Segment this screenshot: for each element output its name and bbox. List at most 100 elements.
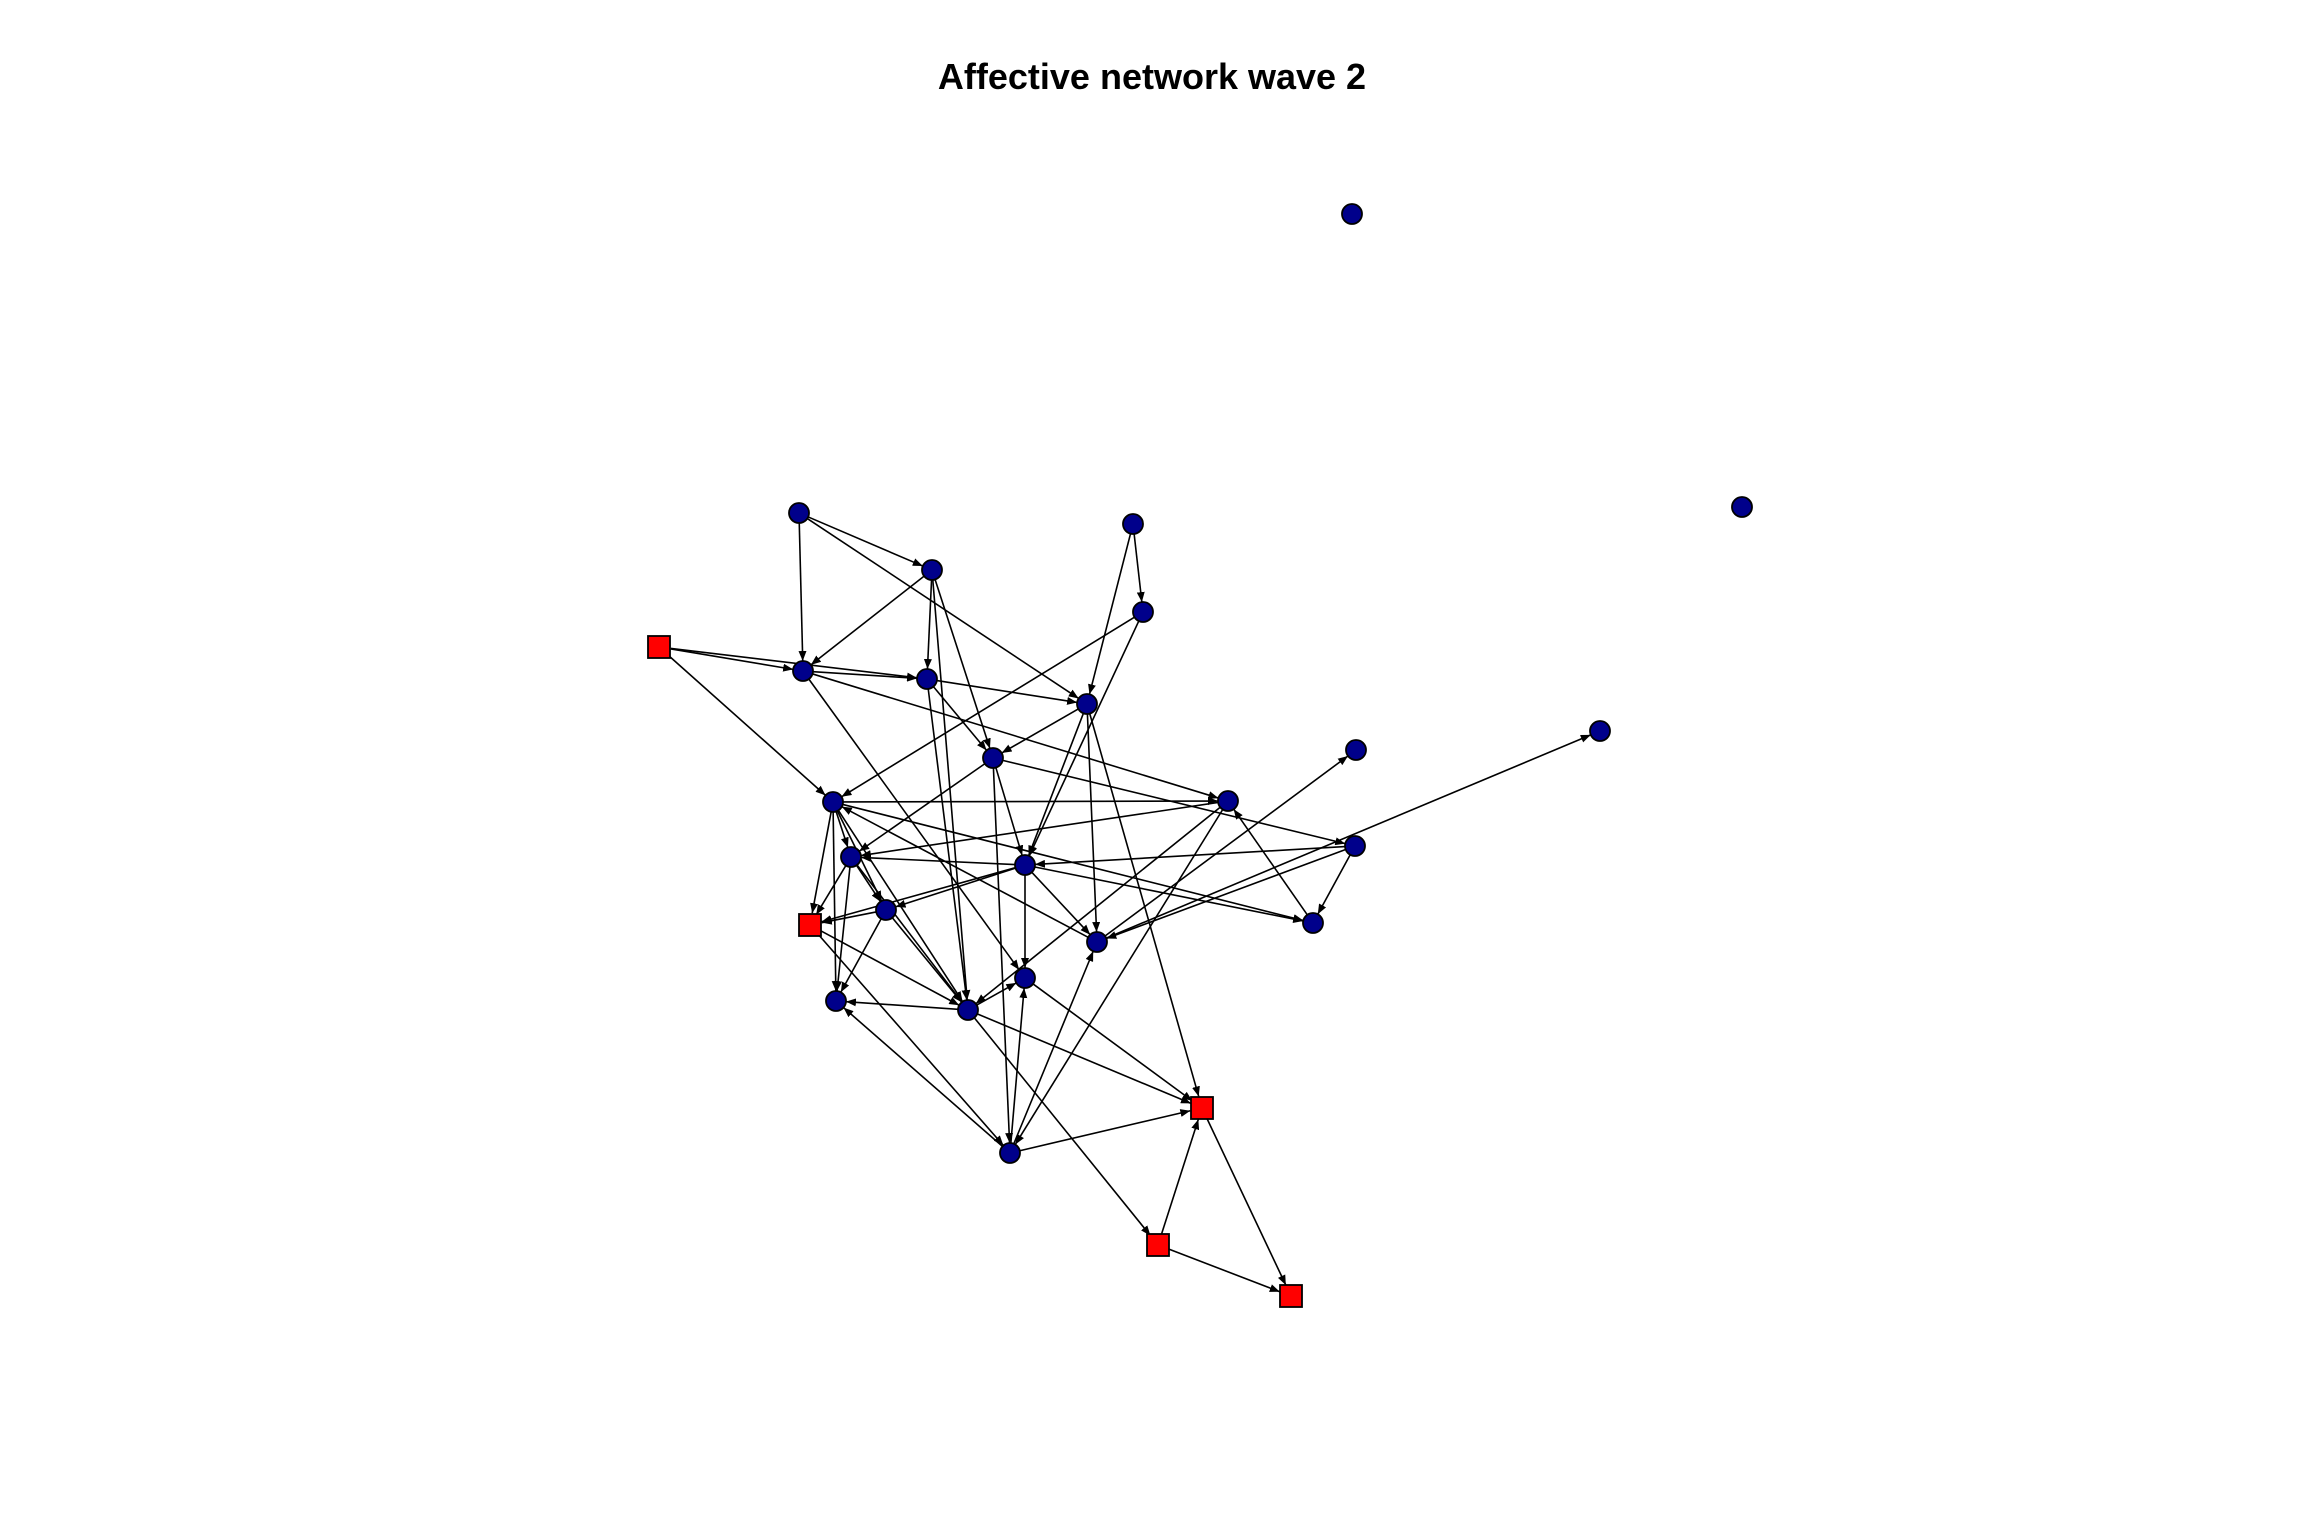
edge-n17-n19 [895,867,1016,908]
edge-n6-n14 [841,616,1135,798]
node-n10 [1345,739,1367,761]
edge-n23-n9 [1105,734,1592,939]
node-n8 [792,660,814,682]
edge-n12-n23 [1086,713,1101,933]
edge-n17-n22 [1034,866,1304,923]
edge-n27-n25 [843,1006,1003,1148]
edge-n28-n29 [1168,1248,1281,1293]
edge-n13-n27 [992,767,1014,1144]
edge-n11-n21 [927,688,970,1001]
edge-n4-n13 [934,579,991,749]
node-n24 [1014,967,1036,989]
edge-n7-n14 [667,654,827,796]
edge-n11-n12 [936,679,1078,705]
node-n17 [1014,854,1036,876]
edge-n21-n28 [973,1017,1152,1237]
edge-n17-n20 [821,866,1016,923]
edge-n19-n20 [821,911,877,925]
edge-n23-n10 [1104,755,1349,937]
edge-n3-n8 [798,522,807,662]
chart-title: Affective network wave 2 [937,56,1367,97]
node-n23 [1086,931,1108,953]
edge-n8-n24 [808,678,1020,971]
node-n1 [1341,203,1363,225]
edge-n21-n26 [976,1013,1192,1105]
node-n28 [1146,1233,1170,1257]
node-n26 [1190,1096,1214,1120]
edge-n4-n11 [923,579,933,670]
edge-n4-n21 [932,579,971,1001]
edge-n18-n25 [834,866,851,992]
node-n6 [1132,601,1154,623]
edge-n14-n15 [842,797,1219,806]
node-n5 [1122,513,1144,535]
node-layer [647,203,1753,1308]
edge-n24-n26 [1032,983,1193,1102]
edge-n21-n24 [976,982,1017,1006]
edge-n6-n17 [1028,620,1140,857]
edge-n14-n20 [810,811,832,914]
node-n25 [825,990,847,1012]
edge-n19-n21 [891,917,963,1003]
edge-n17-n18 [860,853,1016,866]
edge-n16-n23 [1106,848,1346,940]
edge-n13-n16 [1002,759,1346,846]
edge-n8-n15 [812,673,1219,799]
edge-n14-n18 [835,811,849,848]
edge-n18-n19 [855,864,882,903]
edge-n11-n13 [932,686,988,751]
edge-n18-n21 [856,864,963,1003]
edge-n7-n11 [670,647,918,681]
node-n7 [647,635,671,659]
edge-n15-n21 [975,806,1221,1005]
node-n4 [921,559,943,581]
node-n19 [875,899,897,921]
edge-n15-n27 [1014,809,1224,1145]
edge-n27-n26 [1019,1109,1191,1152]
node-n2 [1731,496,1753,518]
edge-n26-n29 [1206,1118,1287,1286]
edge-layer [667,516,1592,1293]
node-n16 [1344,835,1366,857]
edge-n27-n24 [1010,987,1028,1144]
node-n21 [957,999,979,1021]
node-n18 [840,846,862,868]
node-n15 [1217,790,1239,812]
edge-n12-n13 [1001,708,1079,754]
node-n9 [1589,720,1611,742]
node-n29 [1279,1284,1303,1308]
edge-n12-n17 [1027,713,1085,856]
node-n11 [916,668,938,690]
edge-n18-n20 [815,865,847,916]
edge-n15-n18 [860,801,1219,859]
edge-n17-n23 [1031,871,1091,936]
edge-n27-n23 [1013,950,1094,1145]
edge-n21-n25 [845,998,959,1011]
edge-n5-n12 [1088,533,1132,695]
edge-n4-n8 [810,575,925,666]
edge-n23-n14 [841,805,1089,939]
edge-n16-n22 [1317,854,1351,915]
edge-n5-n6 [1133,533,1145,603]
node-n13 [982,747,1004,769]
edge-n20-n21 [820,929,960,1006]
edge-n13-n18 [858,763,986,852]
edge-n3-n4 [807,516,924,567]
edge-n20-n27 [817,933,1005,1147]
edge-n8-n11 [812,670,918,682]
node-n27 [999,1142,1021,1164]
edge-n16-n17 [1034,845,1346,868]
edge-n3-n12 [806,517,1080,700]
edge-n14-n25 [831,811,840,992]
edge-n19-n25 [840,918,882,993]
edge-n7-n8 [670,648,794,672]
node-n22 [1302,912,1324,934]
node-n3 [788,502,810,524]
node-n20 [798,913,822,937]
node-n12 [1076,693,1098,715]
edge-n28-n26 [1160,1119,1200,1234]
node-n14 [822,791,844,813]
edge-n22-n15 [1233,808,1308,916]
edge-n13-n17 [995,767,1024,856]
